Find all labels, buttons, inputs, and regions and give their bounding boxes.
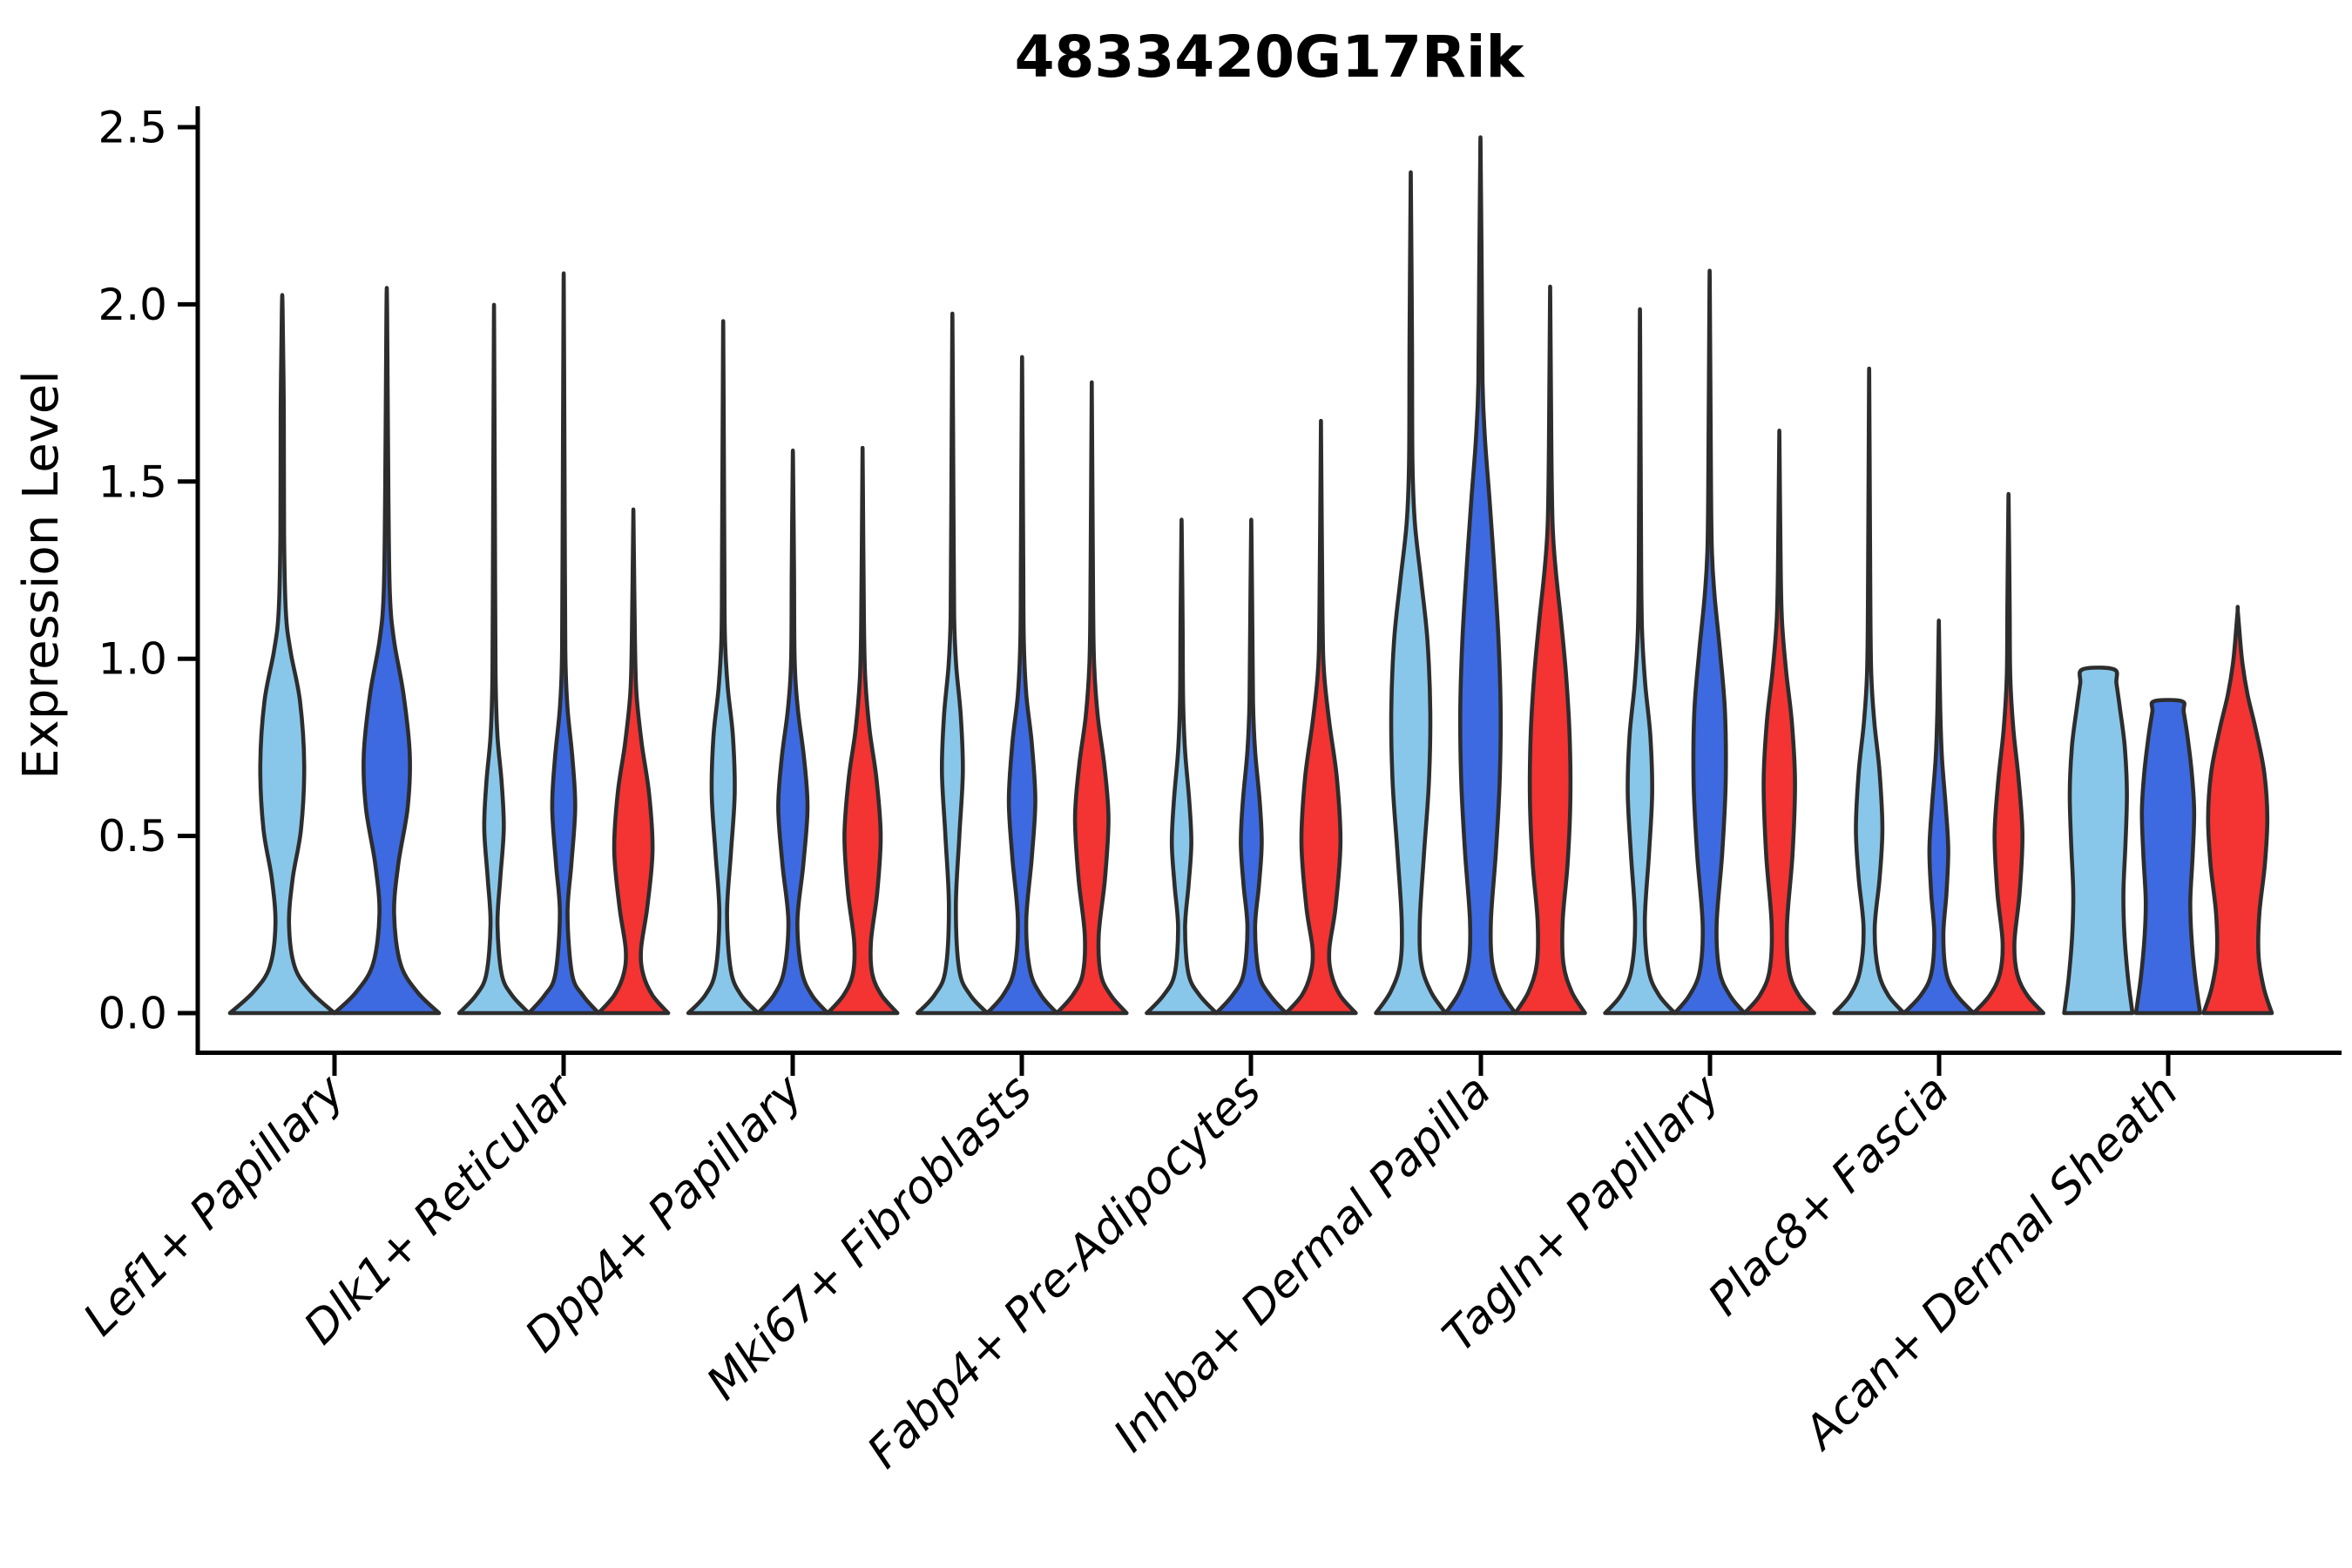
violin-fabp4-pre-adipocytes-split_a — [1145, 517, 1219, 1016]
violin-lef1-papillary-split_a — [227, 293, 337, 1016]
violin-lef1-papillary-split_b — [332, 286, 442, 1016]
y-tick-marks — [178, 125, 198, 1016]
axes-spines — [195, 106, 2342, 1055]
violin-acan-dermal-sheath-split_c — [2201, 605, 2274, 1016]
violin-acan-dermal-sheath-split_a — [2062, 666, 2135, 1016]
violins-layer — [227, 135, 2274, 1016]
violin-tagln-papillary-split_b — [1673, 268, 1747, 1016]
y-tick-label: 1.0 — [98, 634, 167, 685]
violin-tagln-papillary-split_a — [1603, 307, 1677, 1016]
violin-dpp4-papillary-split_c — [825, 445, 900, 1016]
violin-dlk1-reticular-split_a — [456, 302, 531, 1016]
y-tick-labels: 0.0 0.5 1.0 1.5 2.0 2.5 — [98, 103, 167, 1039]
violin-fabp4-pre-adipocytes-split_c — [1284, 419, 1358, 1016]
chart-title: 4833420G17Rik — [1015, 24, 1526, 91]
violin-fabp4-pre-adipocytes-split_b — [1214, 517, 1288, 1016]
y-tick-label: 2.0 — [98, 280, 167, 330]
y-tick-label: 1.5 — [98, 456, 167, 507]
violin-inhba-dermal-papilla-split_a — [1374, 170, 1448, 1016]
violin-dpp4-papillary-split_b — [755, 448, 830, 1016]
violin-mki67-fibroblasts-split_a — [916, 312, 990, 1016]
violin-dlk1-reticular-split_b — [526, 271, 601, 1016]
violin-inhba-dermal-papilla-split_b — [1443, 135, 1517, 1016]
violin-plac8-fascia-split_a — [1832, 367, 1906, 1016]
violin-dpp4-papillary-split_a — [686, 319, 760, 1016]
violin-dlk1-reticular-split_c — [596, 507, 671, 1016]
y-axis-label: Expression Level — [13, 370, 70, 780]
violin-acan-dermal-sheath-split_b — [2133, 698, 2202, 1016]
y-tick-label: 2.5 — [98, 103, 167, 153]
violin-mki67-fibroblasts-split_b — [985, 355, 1059, 1016]
x-tick-marks — [332, 1055, 2171, 1076]
violin-tagln-papillary-split_c — [1742, 429, 1816, 1016]
violin-plac8-fascia-split_c — [1971, 491, 2045, 1016]
y-tick-label: 0.5 — [98, 811, 167, 862]
violin-inhba-dermal-papilla-split_c — [1513, 284, 1587, 1016]
violin-plac8-fascia-split_b — [1902, 618, 1976, 1016]
y-tick-label: 0.0 — [98, 989, 167, 1039]
violin-mki67-fibroblasts-split_c — [1055, 380, 1129, 1016]
